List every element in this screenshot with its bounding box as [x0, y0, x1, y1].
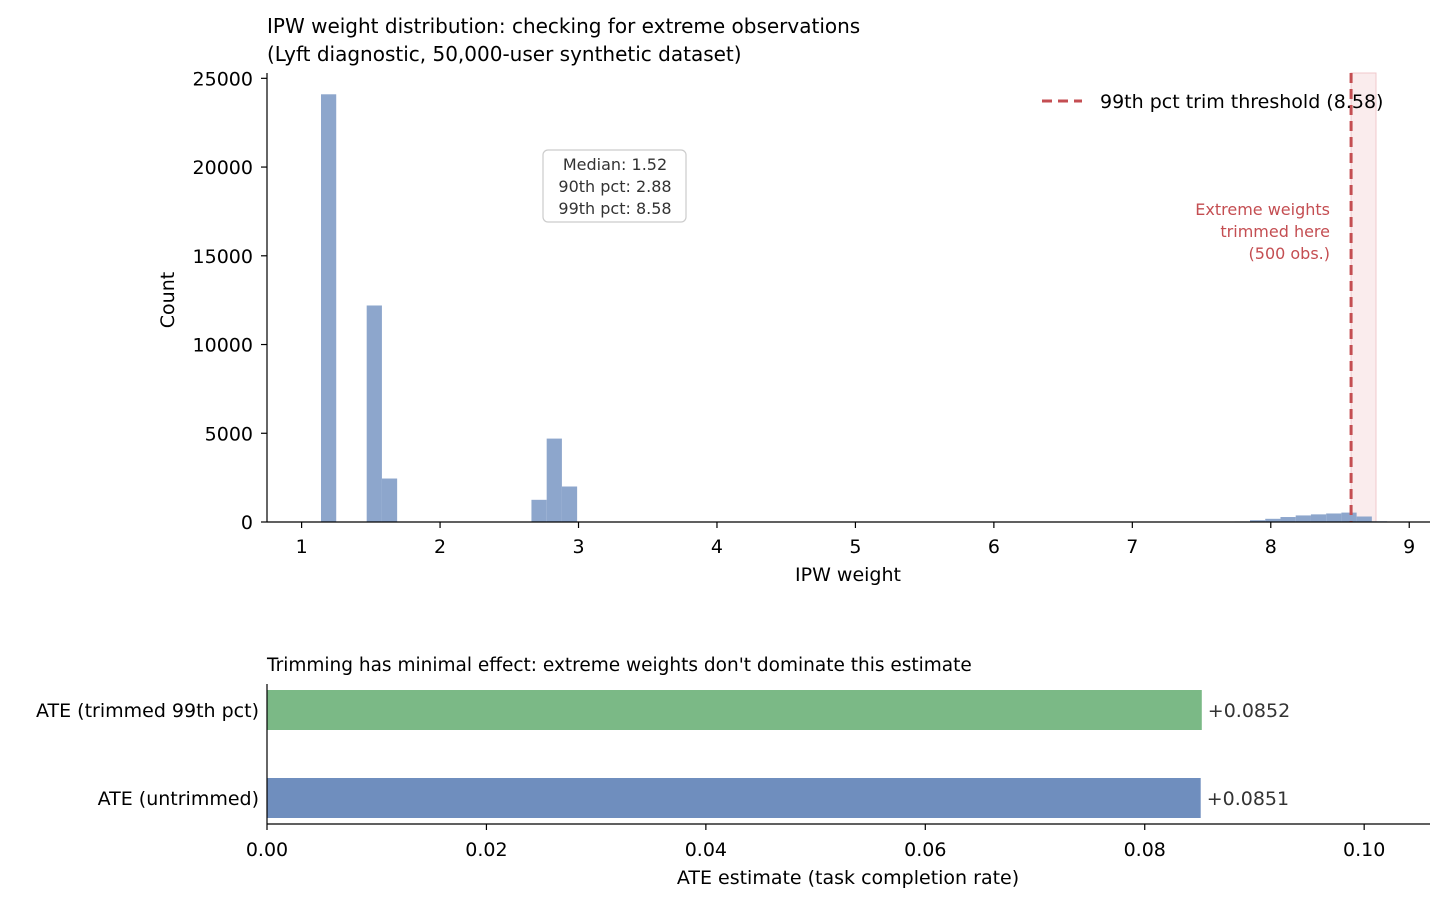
ate-x-tick-label: 0.02 [465, 839, 507, 861]
histogram-title-line-2: (Lyft diagnostic, 50,000-user synthetic … [267, 42, 742, 66]
annotation-line-1: Extreme weights [1195, 200, 1330, 219]
y-tick-label: 20000 [193, 157, 253, 179]
stats-box: Median: 1.52 90th pct: 2.88 99th pct: 8.… [542, 149, 687, 223]
x-tick-label: 8 [1265, 536, 1277, 558]
y-tick-label: 15000 [193, 246, 253, 268]
ate-x-tick-label: 0.04 [685, 839, 727, 861]
x-tick-label: 1 [296, 536, 308, 558]
annotation-line-2: trimmed here [1220, 222, 1330, 241]
histogram-x-ticks: 1 2 3 4 5 6 7 8 9 [296, 522, 1415, 558]
trim-shaded-region [1350, 72, 1377, 523]
histogram-bar-14 [1356, 516, 1372, 522]
x-tick-label: 9 [1403, 536, 1415, 558]
ate-x-tick-label: 0.08 [1124, 839, 1166, 861]
histogram-bar-4 [546, 438, 562, 522]
histogram-bar-11 [1310, 514, 1327, 522]
ate-value-label: +0.0851 [1207, 788, 1289, 810]
ate-x-tick-label: 0.10 [1343, 839, 1385, 861]
ate-x-tick-label: 0.00 [246, 839, 288, 861]
ate-comparison-chart: Trimming has minimal effect: extreme wei… [36, 655, 1430, 889]
histogram-y-label: Count [157, 272, 179, 328]
ate-chart-title: Trimming has minimal effect: extreme wei… [266, 655, 972, 676]
x-tick-label: 4 [711, 536, 723, 558]
extreme-weights-annotation: Extreme weights trimmed here (500 obs.) [1195, 200, 1330, 263]
histogram-bar-3 [531, 499, 547, 522]
y-tick-label: 10000 [193, 335, 253, 357]
x-tick-label: 6 [988, 536, 1000, 558]
y-tick-label: 5000 [205, 423, 253, 445]
annotation-line-3: (500 obs.) [1249, 244, 1330, 263]
stats-90th: 90th pct: 2.88 [558, 177, 671, 196]
x-tick-label: 3 [572, 536, 584, 558]
histogram-bar-10 [1295, 515, 1311, 522]
x-tick-label: 5 [849, 536, 861, 558]
histogram-bar-0 [320, 94, 337, 522]
histogram-bar-9 [1280, 517, 1296, 522]
y-tick-label: 25000 [193, 68, 253, 90]
histogram-x-label: IPW weight [795, 564, 901, 586]
histogram-title-line-1: IPW weight distribution: checking for ex… [267, 14, 860, 38]
histogram-y-ticks: 0 5000 10000 15000 20000 25000 [193, 68, 267, 534]
legend: 99th pct trim threshold (8.58) [1042, 91, 1383, 113]
ate-category-label: ATE (untrimmed) [98, 788, 259, 810]
histogram-bar-7 [1250, 520, 1266, 522]
legend-label: 99th pct trim threshold (8.58) [1100, 91, 1383, 113]
y-tick-label: 0 [241, 512, 253, 534]
ate-bar-1 [267, 778, 1201, 818]
ate-bar-0 [267, 690, 1202, 730]
histogram-bar-8 [1265, 518, 1281, 522]
ate-x-ticks: 0.00 0.02 0.04 0.06 0.08 0.10 [246, 824, 1385, 861]
histogram-bar-2 [381, 478, 398, 522]
histogram-bar-12 [1326, 513, 1342, 522]
ate-bars: ATE (trimmed 99th pct) +0.0852 ATE (untrim… [36, 690, 1290, 818]
ate-x-tick-label: 0.06 [904, 839, 946, 861]
stats-box-frame [542, 149, 687, 223]
histogram-bars [320, 94, 1388, 522]
histogram-bar-13 [1341, 512, 1357, 522]
stats-99th: 99th pct: 8.58 [558, 199, 671, 218]
x-tick-label: 7 [1126, 536, 1138, 558]
histogram-bar-5 [561, 486, 578, 522]
histogram-chart: IPW weight distribution: checking for ex… [157, 14, 1430, 586]
ate-x-label: ATE estimate (task completion rate) [677, 867, 1019, 889]
ate-value-label: +0.0852 [1208, 700, 1290, 722]
stats-median: Median: 1.52 [563, 155, 667, 174]
ate-category-label: ATE (trimmed 99th pct) [36, 700, 259, 722]
histogram-bar-1 [366, 305, 382, 522]
x-tick-label: 2 [434, 536, 446, 558]
